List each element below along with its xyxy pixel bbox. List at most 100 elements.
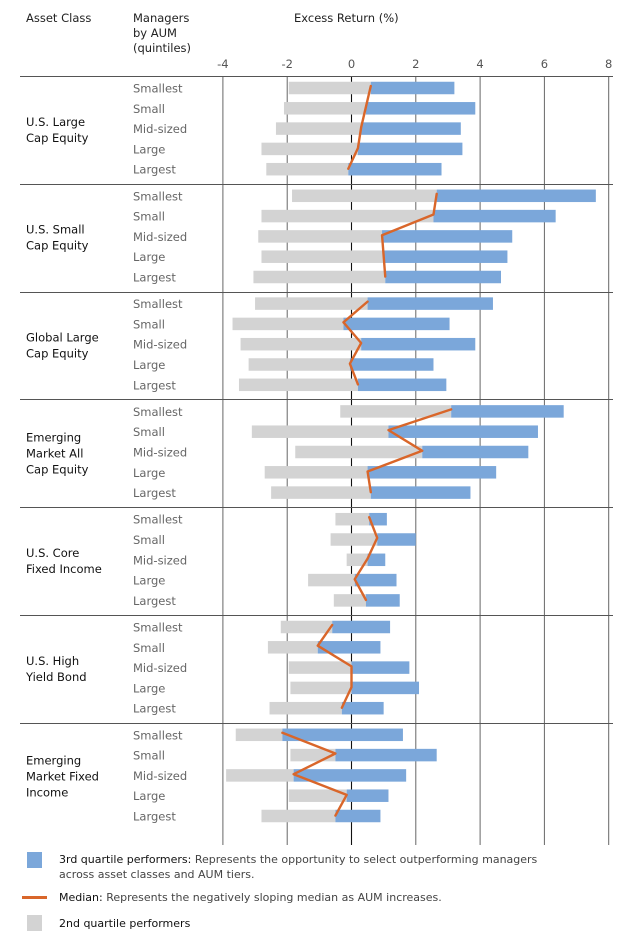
- asset-class-label: U.S. High: [26, 654, 79, 668]
- asset-class-label: Income: [26, 786, 68, 800]
- quintile-label: Largest: [133, 702, 176, 716]
- x-tick-label: -4: [217, 57, 228, 71]
- third-quartile-bar: [335, 748, 437, 762]
- quintile-label: Small: [133, 425, 165, 439]
- third-quartile-bar: [451, 405, 564, 418]
- second-quartile-bar: [248, 358, 350, 371]
- asset-class-label: Cap Equity: [26, 462, 89, 476]
- median-line-swatch: [22, 896, 47, 899]
- bars: [226, 81, 596, 823]
- median-line: [353, 516, 379, 602]
- asset-class-label: U.S. Core: [26, 546, 79, 560]
- third-quartile-bar: [365, 102, 476, 115]
- quintile-label: Smallest: [133, 728, 183, 742]
- quintile-label: Mid-sized: [133, 769, 187, 783]
- third-quartile-bar: [370, 486, 471, 499]
- quintile-label: Mid-sized: [133, 661, 187, 675]
- quintile-label: Large: [133, 789, 165, 803]
- second-quartile-bar: [267, 641, 318, 654]
- second-quartile-bar: [292, 189, 437, 203]
- third-quartile-bar: [343, 317, 450, 331]
- quintile-label: Mid-sized: [133, 446, 187, 460]
- second-quartile-bar: [235, 728, 283, 742]
- median-line: [316, 623, 353, 709]
- third-quartile-bar: [385, 270, 501, 284]
- median-line: [342, 300, 369, 386]
- second-quartile-swatch: [27, 915, 42, 931]
- second-quartile-bar: [261, 209, 434, 223]
- third-quartile-bar: [365, 594, 400, 607]
- asset-class-label: Emerging: [26, 754, 81, 768]
- second-quartile-bar: [340, 405, 452, 418]
- quintile-label: Large: [133, 466, 165, 480]
- quintile-label: Smallest: [133, 297, 183, 311]
- managers-header: Managers by AUM (quintiles): [133, 11, 191, 56]
- second-quartile-bar: [261, 250, 384, 263]
- third-quartile-bar: [282, 728, 403, 742]
- x-tick-label: -2: [281, 57, 292, 71]
- legend-median-desc: Represents the negatively sloping median…: [102, 891, 442, 904]
- x-tick-label: 0: [348, 57, 355, 71]
- second-quartile-bar: [308, 573, 355, 587]
- quintile-label: Mid-sized: [133, 230, 187, 244]
- third-quartile-bar: [383, 250, 508, 263]
- third-quartile-bar: [357, 142, 463, 156]
- asset-class-label: U.S. Large: [26, 115, 85, 129]
- second-quartile-bar: [333, 594, 366, 607]
- second-quartile-bar: [271, 486, 371, 499]
- third-quartile-bar: [388, 425, 538, 438]
- second-quartile-bar: [253, 270, 386, 284]
- quintile-label: Largest: [133, 486, 176, 500]
- third-quartile-bar: [361, 122, 461, 135]
- third-quartile-bar: [422, 445, 529, 459]
- quintile-label: Smallest: [133, 189, 183, 203]
- second-quartile-bar: [258, 230, 383, 243]
- third-quartile-bar: [335, 809, 381, 823]
- second-quartile-bar: [232, 317, 344, 331]
- quintile-label: Small: [133, 749, 165, 763]
- second-quartile-bar: [261, 142, 358, 156]
- asset-class-label: Emerging: [26, 430, 81, 444]
- third-quartile-bar: [367, 297, 493, 310]
- asset-class-label: Cap Equity: [26, 347, 89, 361]
- third-quartile-bar: [369, 512, 387, 526]
- x-tick-label: 4: [476, 57, 483, 71]
- asset-class-label: Market Fixed: [26, 770, 99, 784]
- third-quartile-bar: [332, 620, 391, 634]
- third-quartile-bar: [348, 162, 442, 176]
- asset-class-label: Yield Bond: [25, 670, 87, 684]
- quintile-label: Smallest: [133, 513, 183, 527]
- third-quartile-swatch: [27, 852, 42, 868]
- asset-class-header: Asset Class: [26, 11, 92, 25]
- second-quartile-bar: [295, 445, 423, 459]
- x-tick-label: 6: [541, 57, 548, 71]
- third-quartile-bar: [317, 641, 381, 654]
- quintile-label: Small: [133, 102, 165, 116]
- second-quartile-bar: [261, 809, 336, 823]
- second-quartile-bar: [226, 769, 294, 782]
- second-quartile-bar: [280, 620, 333, 634]
- asset-class-label: Cap Equity: [26, 131, 89, 145]
- second-quartile-bar: [275, 122, 362, 135]
- second-quartile-bar: [238, 378, 358, 392]
- third-quartile-bar: [370, 81, 455, 95]
- third-quartile-bar: [367, 466, 497, 479]
- asset-class-label: Cap Equity: [26, 239, 89, 253]
- third-quartile-bar: [436, 189, 596, 203]
- asset-class-label: Fixed Income: [26, 562, 102, 576]
- managers-header-line2: by AUM: [133, 26, 177, 40]
- second-quartile-bar: [288, 789, 347, 802]
- legend-third-quartile: 3rd quartile performers: Represents the …: [59, 852, 619, 882]
- third-quartile-bar: [354, 573, 397, 587]
- third-quartile-bar: [341, 701, 384, 715]
- quintile-label: Largest: [133, 271, 176, 285]
- gridlines: [222, 76, 610, 845]
- legend-third-quartile-desc: Represents the opportunity to select out…: [191, 853, 538, 866]
- median-line: [366, 408, 453, 494]
- second-quartile-bar: [251, 425, 389, 438]
- median-line: [281, 731, 348, 817]
- median-lines: [281, 84, 453, 817]
- second-quartile-bar: [240, 337, 362, 351]
- excess-return-chart: -4 -2 0 2 4 6 8 U.S. Large Cap Equity Smallest Sm…: [20, 57, 613, 845]
- chart-title: Excess Return (%): [294, 11, 399, 25]
